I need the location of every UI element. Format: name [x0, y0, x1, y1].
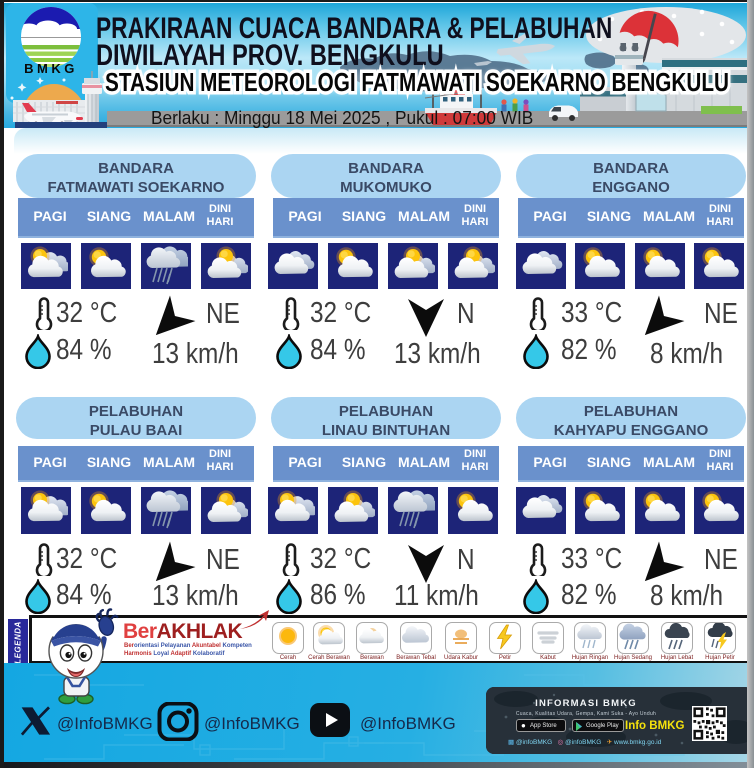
svg-text:BMKG: BMKG: [24, 61, 78, 76]
